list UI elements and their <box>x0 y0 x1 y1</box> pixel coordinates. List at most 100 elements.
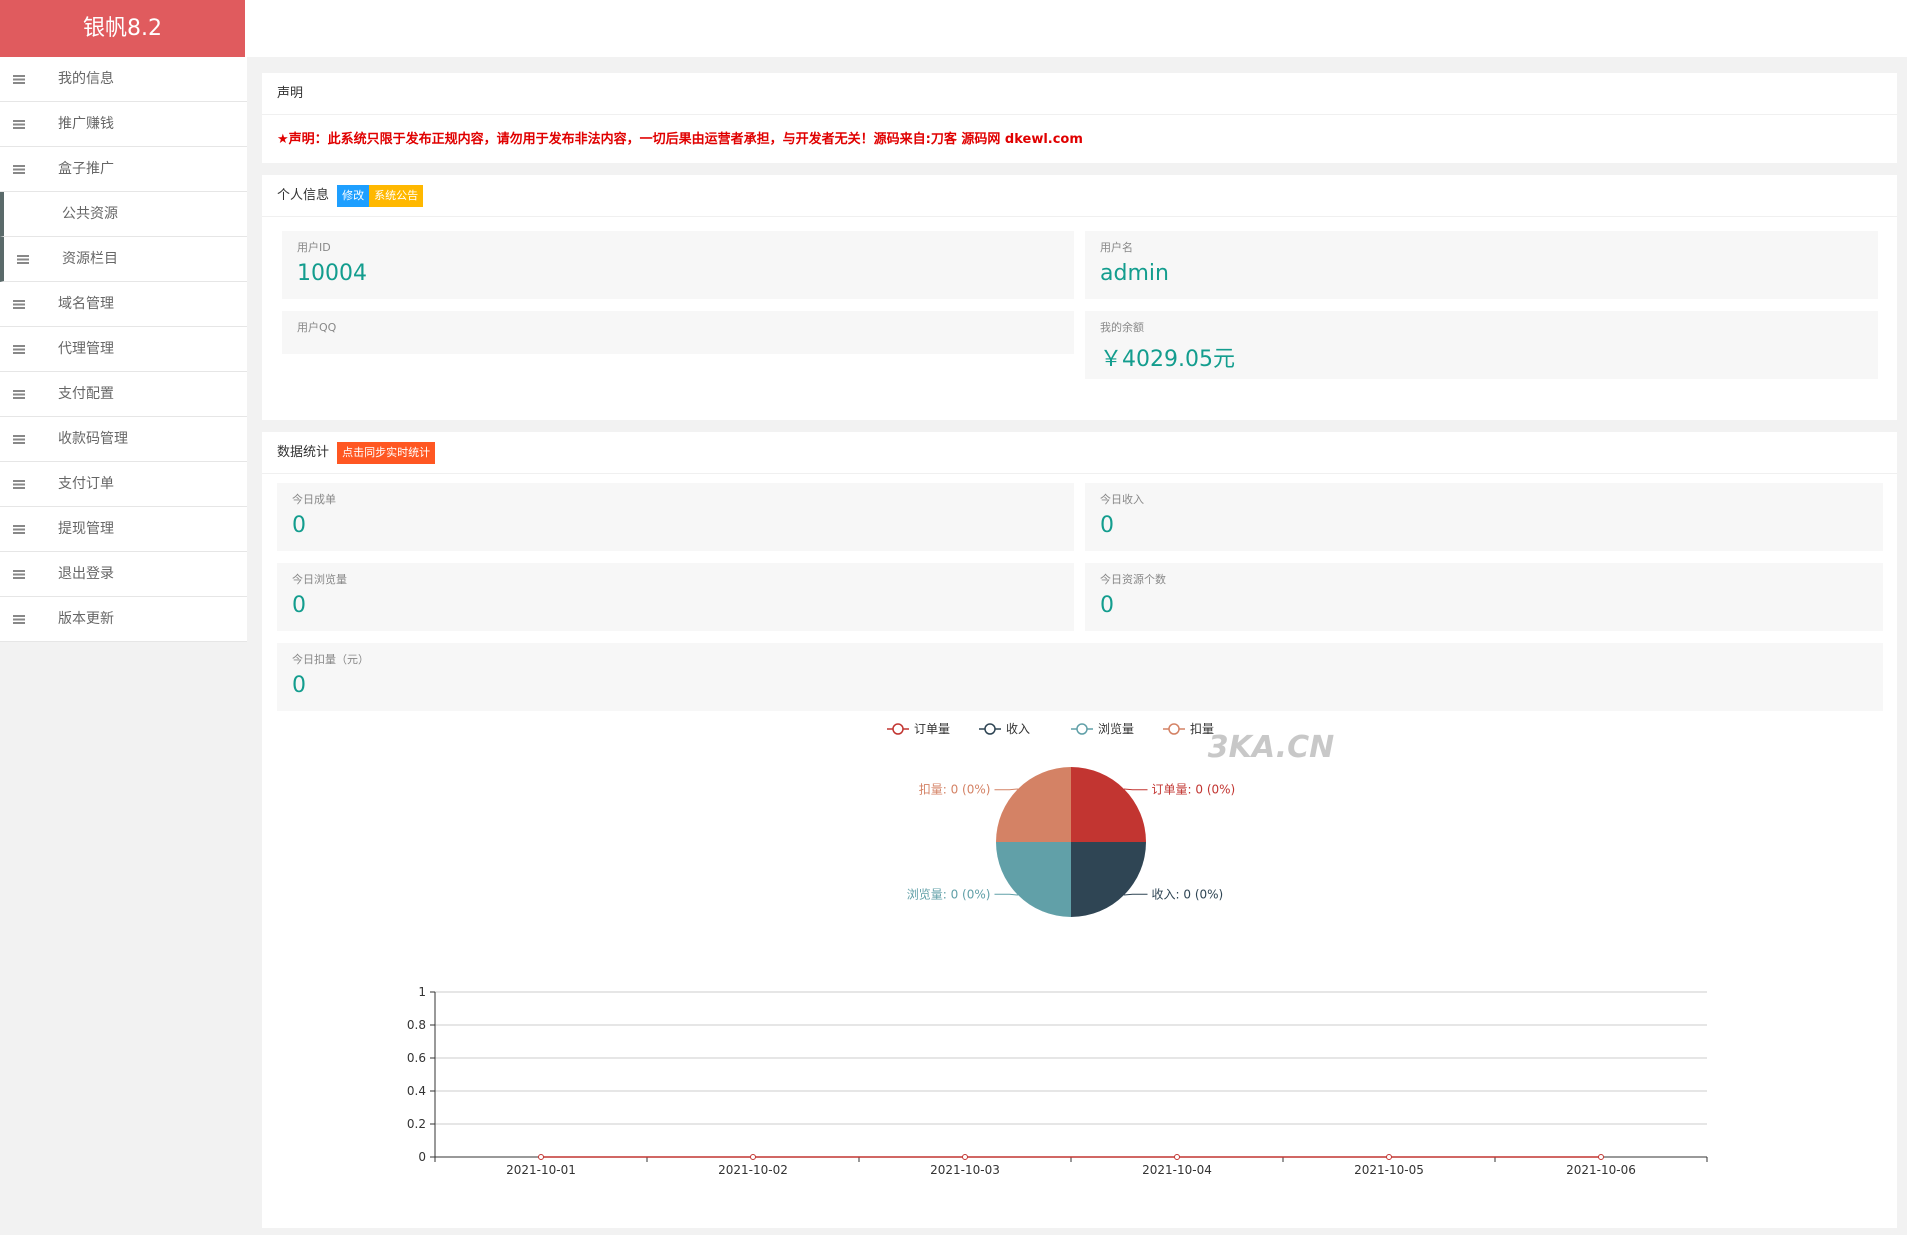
menu-icon <box>17 255 29 264</box>
point <box>1386 1154 1392 1160</box>
pie-slice <box>996 767 1071 842</box>
stat-card: 今日成单 0 <box>277 483 1074 551</box>
panel-header: 数据统计 点击同步实时统计 <box>262 432 1897 474</box>
y-tick-label: 1 <box>418 985 426 999</box>
stat-label: 今日成单 <box>292 493 336 506</box>
panel-title: 数据统计 <box>277 445 330 460</box>
field-value: 10004 <box>297 261 367 286</box>
menu-icon <box>13 120 25 129</box>
slice-label: 订单量: 0 (0%) <box>1152 783 1236 797</box>
point <box>1598 1154 1604 1160</box>
profile-panel: 个人信息 修改 系统公告 用户ID 10004 用户名 admin 用户QQ 我的余额… <box>262 175 1897 420</box>
sidebar: 我的信息 推广赚钱 盒子推广 公共资源 资源栏目 域名管理 代理管理 支付配置 收款码管理 支付订… <box>0 57 247 642</box>
legend-symbol <box>1076 723 1088 735</box>
watermark: 3KA.CN <box>1208 730 1334 765</box>
notice-panel: 声明 ★声明：此系统只限于发布正规内容，请勿用于发布非法内容，一切后果由运营者承… <box>262 73 1897 163</box>
label-line <box>1123 788 1148 791</box>
field: 我的余额 ￥4029.05元 <box>1085 311 1878 379</box>
edit-button[interactable]: 修改 <box>337 184 370 207</box>
menu-item[interactable]: 退出登录 <box>0 552 247 597</box>
stat-label: 今日资源个数 <box>1100 573 1166 586</box>
brand: 银帆8.2 <box>0 0 245 57</box>
announcement-button[interactable]: 系统公告 <box>369 184 424 207</box>
point <box>750 1154 756 1160</box>
legend-symbol <box>1168 723 1180 735</box>
menu-icon <box>13 525 25 534</box>
label-line <box>1123 893 1148 896</box>
x-tick-label: 2021-10-03 <box>930 1163 1000 1177</box>
menu-item[interactable]: 公共资源 <box>0 192 247 237</box>
legend-label: 收入 <box>1006 722 1030 736</box>
menu-item[interactable]: 盒子推广 <box>0 147 247 192</box>
stats-panel: 数据统计 点击同步实时统计 今日成单 0 今日收入 0 今日浏览量 0 今日资源个数 0 今日扣… <box>262 432 1897 1228</box>
field-label: 用户名 <box>1100 241 1133 254</box>
field: 用户ID 10004 <box>282 231 1074 299</box>
slice-label: 收入: 0 (0%) <box>1152 887 1224 901</box>
menu-icon <box>13 300 25 309</box>
menu-item[interactable]: 收款码管理 <box>0 417 247 462</box>
panel-header: 个人信息 修改 系统公告 <box>262 175 1897 217</box>
slice-label: 扣量: 0 (0%) <box>919 783 991 797</box>
top-bar <box>0 0 1907 57</box>
legend-label: 浏览量 <box>1098 721 1134 736</box>
field-value: ￥4029.05元 <box>1100 347 1235 372</box>
stat-card: 今日浏览量 0 <box>277 563 1074 631</box>
field-label: 我的余额 <box>1100 321 1144 334</box>
menu-item[interactable]: 我的信息 <box>0 57 247 102</box>
point <box>538 1154 544 1160</box>
point <box>962 1154 968 1160</box>
field-value: admin <box>1100 261 1169 286</box>
stat-value: 0 <box>292 593 306 618</box>
menu-item[interactable]: 版本更新 <box>0 597 247 642</box>
menu-item[interactable]: 代理管理 <box>0 327 247 372</box>
stat-card: 今日扣量（元） 0 <box>277 643 1883 711</box>
legend-symbol <box>984 723 996 735</box>
stat-value: 0 <box>292 673 306 698</box>
pie-slice <box>1071 842 1146 917</box>
menu-item[interactable]: 推广赚钱 <box>0 102 247 147</box>
stat-label: 今日收入 <box>1100 493 1144 506</box>
stat-value: 0 <box>1100 593 1114 618</box>
menu-icon <box>13 75 25 84</box>
menu-item[interactable]: 资源栏目 <box>0 237 247 282</box>
y-tick-label: 0.6 <box>407 1051 426 1065</box>
panel-title: 声明 <box>262 73 1897 115</box>
menu-icon <box>13 480 25 489</box>
stat-value: 0 <box>292 513 306 538</box>
slice-label: 浏览量: 0 (0%) <box>907 886 991 901</box>
menu-icon <box>13 615 25 624</box>
legend-label: 订单量 <box>914 722 950 736</box>
field: 用户QQ <box>282 311 1074 354</box>
x-tick-label: 2021-10-05 <box>1354 1163 1424 1177</box>
stat-value: 0 <box>1100 513 1114 538</box>
legend-symbol <box>892 723 904 735</box>
field-label: 用户QQ <box>297 321 337 334</box>
menu-item[interactable]: 支付订单 <box>0 462 247 507</box>
menu-item[interactable]: 提现管理 <box>0 507 247 552</box>
field: 用户名 admin <box>1085 231 1878 299</box>
stat-card: 今日资源个数 0 <box>1085 563 1883 631</box>
y-tick-label: 0.8 <box>407 1018 426 1032</box>
menu-icon <box>13 165 25 174</box>
stat-card: 今日收入 0 <box>1085 483 1883 551</box>
menu-item[interactable]: 支付配置 <box>0 372 247 417</box>
y-tick-label: 0 <box>418 1150 426 1164</box>
field-label: 用户ID <box>297 241 331 254</box>
label-line <box>994 788 1019 791</box>
menu-icon <box>13 390 25 399</box>
y-tick-label: 0.2 <box>407 1117 426 1131</box>
panel-title: 个人信息 <box>277 188 330 203</box>
notice-text: ★声明：此系统只限于发布正规内容，请勿用于发布非法内容，一切后果由运营者承担，与… <box>277 132 1083 147</box>
point <box>1174 1154 1180 1160</box>
menu-icon <box>13 570 25 579</box>
x-tick-label: 2021-10-02 <box>718 1163 788 1177</box>
x-tick-label: 2021-10-06 <box>1566 1163 1636 1177</box>
pie-slice <box>996 842 1071 917</box>
x-tick-label: 2021-10-04 <box>1142 1163 1212 1177</box>
pie-slice <box>1071 767 1146 842</box>
sync-button[interactable]: 点击同步实时统计 <box>337 441 436 464</box>
menu-icon <box>13 345 25 354</box>
menu-item[interactable]: 域名管理 <box>0 282 247 327</box>
